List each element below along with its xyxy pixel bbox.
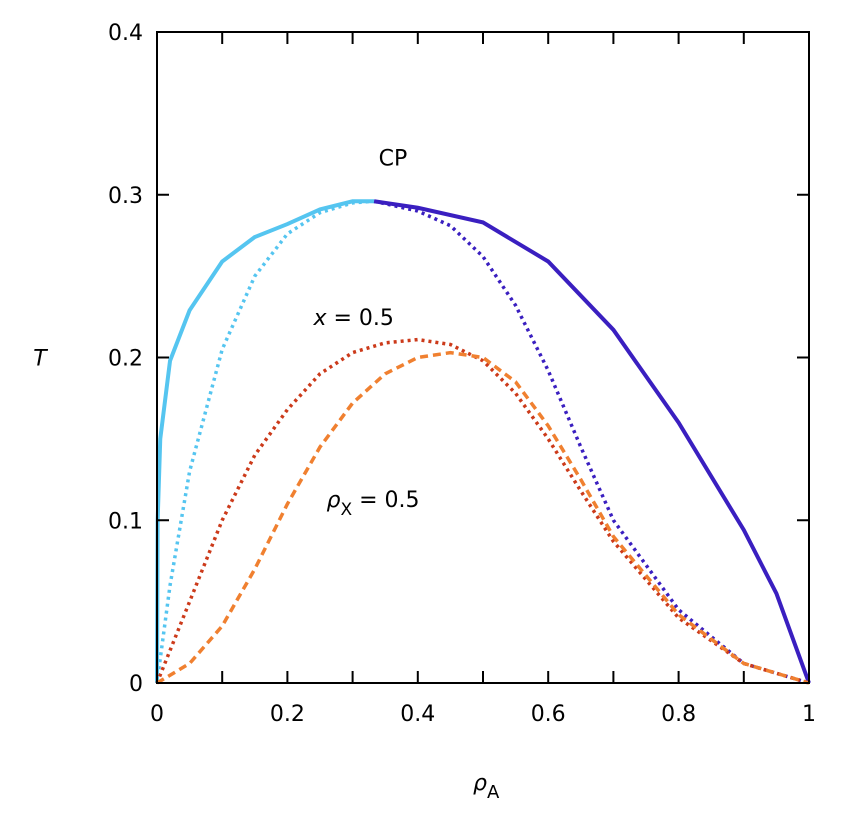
x-tick-label: 1 <box>802 702 816 727</box>
y-tick-label: 0.2 <box>108 347 143 372</box>
x-tick-label: 0 <box>150 702 164 727</box>
y-tick-label: 0.3 <box>108 184 143 209</box>
annotation: x = 0.5 <box>312 306 393 331</box>
y-tick-label: 0.1 <box>108 509 143 534</box>
symbol: ρ <box>473 771 487 796</box>
x-tick-label: 0.8 <box>661 702 696 727</box>
y-tick-label: 0.4 <box>108 21 143 46</box>
text: = 0.5 <box>327 306 394 331</box>
text: = 0.5 <box>352 488 419 513</box>
x-axis-label: ρA <box>473 771 500 803</box>
annotation: ρX = 0.5 <box>327 488 420 520</box>
curve <box>155 337 810 685</box>
subscript: X <box>340 500 352 520</box>
subscript: A <box>487 782 500 803</box>
x-tick-label: 0.2 <box>270 702 305 727</box>
curve <box>373 199 811 684</box>
curve <box>155 199 375 684</box>
symbol: ρ <box>327 488 341 513</box>
x-tick-label: 0.6 <box>531 702 566 727</box>
italic: x <box>312 306 327 331</box>
curve <box>155 199 375 684</box>
plot-frame <box>156 31 810 684</box>
curve <box>156 350 810 685</box>
x-tick-label: 0.4 <box>400 702 435 727</box>
annotation: CP <box>379 146 408 171</box>
y-tick-label: 0 <box>129 672 143 697</box>
y-axis-label: T <box>33 347 48 372</box>
text: CP <box>379 146 408 171</box>
curve <box>373 199 810 685</box>
